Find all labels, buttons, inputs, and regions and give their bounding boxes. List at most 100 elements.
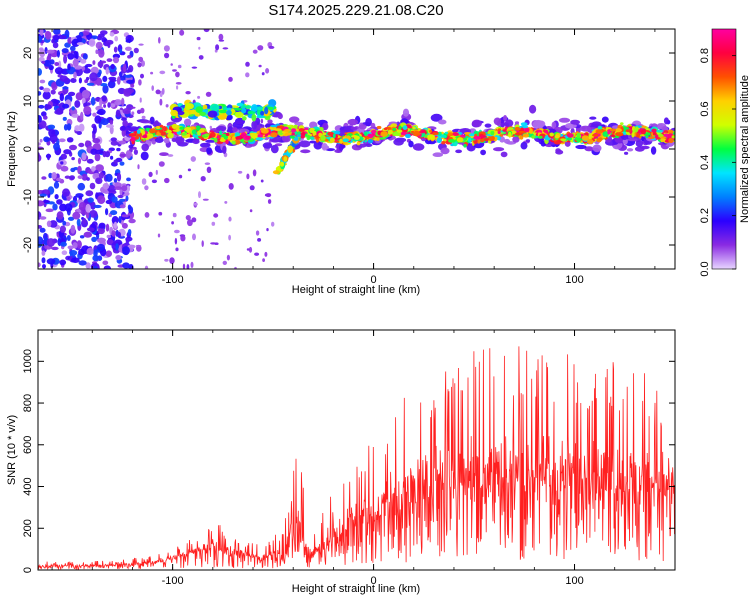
heatmap-cell	[165, 104, 169, 108]
heatmap-cell	[225, 139, 229, 145]
heatmap-cell	[576, 132, 581, 139]
heatmap-cell	[76, 218, 81, 227]
heatmap-cell	[112, 56, 120, 64]
heatmap-cell	[560, 138, 567, 142]
heatmap-cell	[135, 244, 142, 247]
heatmap-cell	[412, 126, 416, 130]
heatmap-cell	[455, 149, 462, 154]
colorbar-gradient	[712, 29, 736, 269]
heatmap-cell	[130, 83, 135, 88]
heatmap-cell	[66, 235, 71, 241]
heatmap-cell	[98, 121, 102, 129]
heatmap-cell	[549, 132, 554, 137]
heatmap-cell	[191, 129, 197, 135]
heatmap-cell	[514, 121, 520, 125]
heatmap-cell	[144, 212, 150, 218]
heatmap-cell	[41, 250, 46, 256]
heatmap-cell	[89, 210, 98, 218]
heatmap-cell	[520, 122, 528, 126]
heatmap-cell	[579, 125, 592, 132]
heatmap-cell	[456, 137, 464, 143]
spectrogram-y-tick-label: 0	[22, 146, 34, 152]
heatmap-cell	[235, 120, 244, 125]
heatmap-cell	[121, 125, 126, 131]
heatmap-cell	[529, 128, 533, 134]
heatmap-cell	[452, 132, 459, 136]
heatmap-cell	[246, 248, 250, 251]
heatmap-cell	[183, 118, 192, 126]
heatmap-cell	[169, 257, 175, 264]
heatmap-cell	[192, 139, 200, 145]
heatmap-cell	[85, 76, 90, 81]
heatmap-cell	[83, 102, 91, 106]
heatmap-cell	[106, 124, 114, 128]
heatmap-cell	[250, 132, 258, 139]
heatmap-cell	[597, 125, 603, 131]
heatmap-cell	[105, 208, 109, 216]
heatmap-cell	[39, 138, 43, 143]
heatmap-cell	[77, 182, 86, 191]
heatmap-cell	[555, 148, 561, 153]
heatmap-cell	[267, 119, 273, 124]
heatmap-cell	[185, 91, 191, 95]
heatmap-cell	[60, 165, 69, 172]
heatmap-cell	[198, 55, 204, 60]
heatmap-cell	[64, 203, 73, 212]
heatmap-cell	[321, 143, 328, 151]
heatmap-cell	[264, 106, 269, 115]
heatmap-cell	[228, 76, 233, 82]
heatmap-cell	[294, 121, 304, 126]
heatmap-cell	[607, 129, 611, 135]
snr-y-tick-label: 600	[22, 436, 34, 454]
heatmap-cell	[43, 59, 52, 67]
heatmap-cell	[39, 216, 47, 220]
heatmap-cell	[139, 120, 152, 124]
heatmap-cell	[647, 136, 656, 139]
heatmap-cell	[122, 246, 130, 256]
heatmap-cell	[327, 131, 334, 136]
heatmap-cell	[124, 46, 132, 51]
heatmap-cell	[82, 217, 87, 225]
heatmap-cell	[127, 229, 132, 236]
heatmap-cell	[91, 35, 98, 40]
heatmap-cell	[105, 250, 113, 257]
heatmap-cell	[56, 199, 63, 205]
heatmap-cell	[46, 258, 56, 265]
heatmap-cell	[70, 224, 76, 234]
heatmap-cell	[497, 131, 501, 135]
heatmap-cell	[277, 113, 283, 120]
heatmap-cell	[38, 91, 42, 96]
heatmap-cell	[660, 138, 666, 143]
heatmap-cell	[228, 234, 232, 241]
colorbar-label: Normalized spectral amplitude	[739, 75, 750, 223]
heatmap-cell	[441, 141, 446, 145]
spectrogram-x-axis-label: Height of straight line (km)	[292, 284, 420, 296]
heatmap-cell	[60, 153, 67, 160]
heatmap-cell	[197, 95, 201, 99]
heatmap-cell	[53, 29, 61, 35]
heatmap-cell	[228, 216, 232, 222]
heatmap-cell	[532, 119, 544, 129]
heatmap-cell	[226, 110, 232, 116]
heatmap-cell	[202, 198, 209, 201]
heatmap-cell	[367, 133, 373, 137]
heatmap-cell	[175, 247, 179, 252]
snr-x-axis-label: Height of straight line (km)	[292, 583, 420, 595]
heatmap-cell	[402, 125, 408, 130]
heatmap-cell	[39, 29, 44, 36]
heatmap-cell	[66, 196, 71, 201]
heatmap-cell	[257, 238, 262, 242]
heatmap-cell	[164, 52, 170, 59]
heatmap-cell	[195, 125, 201, 132]
heatmap-cell	[114, 35, 119, 42]
heatmap-cell	[69, 250, 78, 256]
heatmap-cell	[209, 103, 220, 112]
heatmap-cell	[38, 104, 45, 109]
heatmap-cell	[490, 130, 495, 136]
spectrogram-y-tick-label: -20	[22, 237, 34, 253]
heatmap-cell	[266, 228, 269, 232]
heatmap-cell	[659, 136, 667, 139]
heatmap-cell	[103, 265, 111, 269]
heatmap-cell	[262, 142, 273, 149]
heatmap-cell	[92, 112, 97, 117]
